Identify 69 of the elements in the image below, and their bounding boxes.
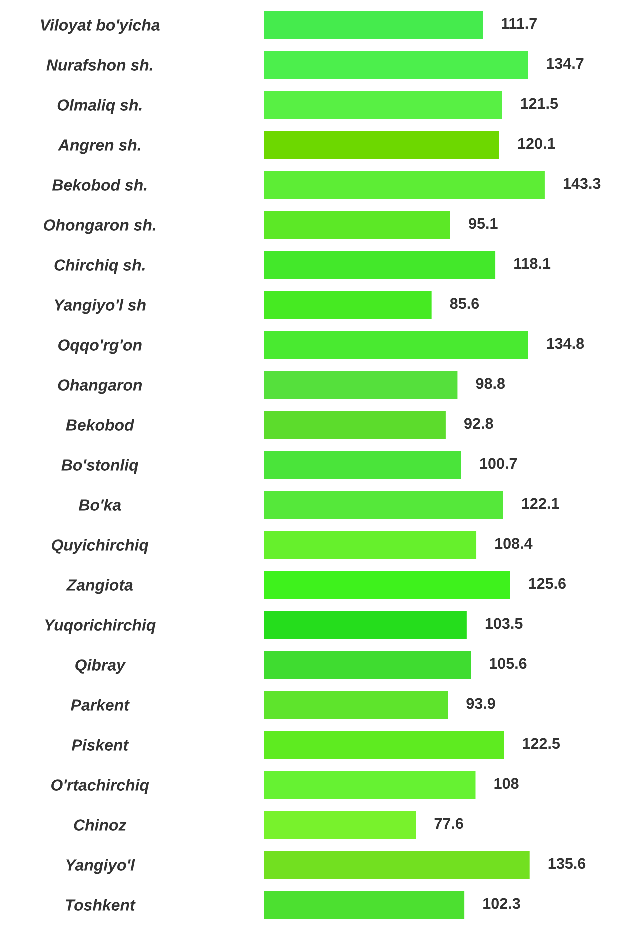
data-label: 95.1 — [469, 218, 498, 230]
bar — [264, 371, 458, 399]
bar — [264, 131, 500, 159]
bar — [264, 811, 416, 839]
y-tick-label: Piskent — [72, 739, 130, 751]
bar — [264, 571, 510, 599]
bar — [264, 731, 504, 759]
y-tick-label: Bo'ka — [78, 499, 122, 511]
y-tick-label: Toshkent — [66, 899, 136, 911]
y-tick-label: Viloyat bo'yicha — [41, 19, 160, 34]
bar — [264, 891, 465, 919]
bar — [264, 651, 472, 679]
data-label: 93.9 — [466, 698, 496, 710]
data-label: 135.6 — [548, 858, 586, 870]
y-tick-label: O'rtachirchiq — [52, 779, 150, 794]
data-label: 143.3 — [564, 178, 601, 190]
bar — [264, 211, 450, 239]
y-tick-label: Yangiyo'l sh — [55, 299, 146, 314]
y-tick-label: Angren sh. — [58, 139, 140, 154]
bar — [264, 291, 432, 319]
y-tick-label: Bekobod — [66, 419, 135, 431]
data-label: 98.8 — [476, 378, 506, 390]
data-label: 121.5 — [521, 98, 558, 110]
bar — [264, 91, 502, 119]
y-tick-label: Yuqorichirchiq — [45, 619, 156, 634]
y-tick-label: Oqqo'rg'on — [58, 340, 142, 354]
data-label: 103.5 — [486, 618, 523, 630]
bar — [264, 11, 483, 39]
bar — [264, 451, 462, 479]
bar — [264, 251, 496, 279]
data-label: 122.5 — [523, 738, 560, 750]
bar — [264, 771, 476, 799]
bar — [264, 691, 448, 719]
y-tick-label: Nurafshon sh. — [46, 59, 152, 71]
y-tick-label: Qibray — [76, 659, 126, 674]
data-label: 118.1 — [514, 258, 551, 270]
data-label: 125.6 — [529, 578, 566, 590]
y-tick-label: Bekobod sh. — [52, 179, 147, 191]
data-label: 111.7 — [502, 18, 537, 29]
data-label: 102.3 — [484, 898, 520, 910]
data-label: 108 — [494, 778, 519, 790]
y-tick-label: Chinoz — [74, 819, 127, 831]
data-label: 120.1 — [518, 138, 556, 150]
data-label: 134.7 — [547, 58, 584, 70]
y-tick-label: Quyichirchiq — [52, 539, 149, 554]
y-tick-label: Zangiota — [66, 579, 133, 594]
data-label: 85.6 — [450, 298, 480, 310]
data-label: 100.7 — [480, 458, 518, 470]
data-label: 122.1 — [522, 498, 560, 509]
bar — [264, 331, 528, 359]
bar — [264, 611, 467, 639]
data-label: 77.6 — [434, 818, 464, 830]
bar — [264, 51, 528, 79]
data-label: 108.4 — [496, 538, 533, 550]
y-tick-label: Bo'stonliq — [62, 459, 139, 474]
bar — [264, 851, 530, 879]
y-tick-label: Ohongaron sh. — [44, 219, 156, 234]
y-tick-label: Olmaliq sh. — [58, 99, 142, 114]
y-tick-label: Chirchiq sh. — [54, 259, 145, 274]
bar — [264, 531, 477, 559]
bar — [264, 411, 446, 439]
data-label: 105.6 — [490, 658, 527, 670]
y-tick-label: Parkent — [71, 699, 130, 711]
bar — [264, 171, 545, 199]
data-label: 134.8 — [547, 338, 584, 350]
y-tick-label: Yangiyo'l — [66, 859, 136, 874]
bar — [264, 491, 504, 519]
data-label: 92.8 — [464, 418, 494, 430]
y-tick-label: Ohangaron — [58, 379, 142, 394]
